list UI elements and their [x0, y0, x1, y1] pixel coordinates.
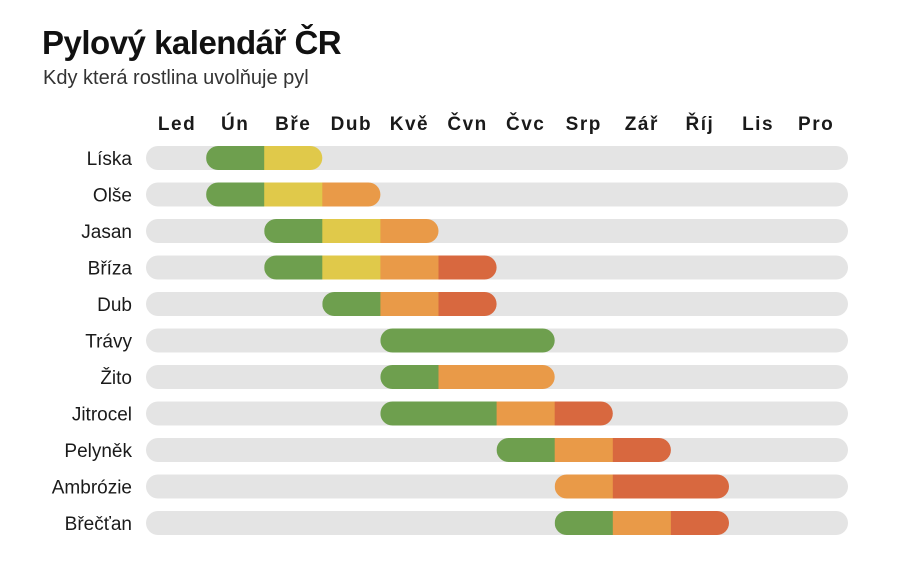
pollen-segment-low [264, 219, 323, 243]
pollen-segment-low [380, 328, 555, 353]
plant-label: Ambrózie [52, 478, 132, 499]
pollen-segment-high [554, 438, 614, 462]
pollen-segment-low [206, 182, 265, 207]
pollen-segment-high [612, 511, 672, 535]
pollen-segment-high [380, 219, 439, 243]
month-label: Srp [566, 114, 602, 135]
plant-row: Žito [100, 365, 848, 389]
pollen-bar [206, 182, 381, 207]
plant-label: Pelyněk [64, 441, 132, 462]
plant-row: Olše [93, 182, 848, 207]
plant-row: Jasan [81, 219, 848, 243]
plant-row: Pelyněk [64, 438, 848, 462]
pollen-segment-very-high [438, 292, 497, 316]
pollen-bar [322, 292, 497, 316]
pollen-segment-high [554, 474, 614, 499]
plant-row: Trávy [85, 328, 848, 353]
pollen-bar [206, 146, 323, 170]
pollen-segment-low [380, 401, 498, 426]
pollen-segment-moderate [264, 146, 323, 170]
pollen-segment-moderate [322, 219, 381, 243]
pollen-bar [554, 511, 730, 535]
plant-label: Líska [87, 149, 133, 170]
month-label: Lis [742, 114, 774, 135]
plant-row: Líska [87, 146, 848, 170]
pollen-segment-high [380, 292, 439, 316]
pollen-bar [380, 401, 613, 426]
plant-label: Dub [97, 295, 132, 316]
pollen-segment-very-high [612, 474, 730, 499]
plant-label: Trávy [85, 332, 132, 353]
pollen-segment-high [438, 365, 555, 389]
plant-label: Jitrocel [72, 405, 132, 426]
row-track [146, 146, 848, 170]
month-label: Dub [331, 114, 372, 135]
pollen-bar [264, 219, 439, 243]
pollen-bar [380, 328, 555, 353]
plant-row: Dub [97, 292, 848, 316]
row-track [146, 255, 848, 280]
month-label: Čvn [447, 113, 487, 135]
pollen-segment-moderate [322, 255, 381, 280]
pollen-segment-low [496, 438, 556, 462]
pollen-segment-high [496, 401, 556, 426]
pollen-segment-high [322, 182, 381, 207]
plant-rows: Líska Olše Jasan Bříza Dub Trávy Žito Jitrocel P… [52, 146, 848, 535]
pollen-segment-low [380, 365, 439, 389]
pollen-bar [554, 474, 730, 499]
pollen-segment-moderate [264, 182, 323, 207]
pollen-bar [380, 365, 555, 389]
plant-row: Jitrocel [72, 401, 848, 426]
plant-label: Žito [100, 367, 132, 389]
pollen-segment-low [206, 146, 265, 170]
month-label: Čvc [506, 113, 545, 135]
month-label: Led [158, 114, 196, 135]
row-track [146, 219, 848, 243]
pollen-segment-very-high [670, 511, 730, 535]
pollen-segment-low [264, 255, 323, 280]
pollen-segment-high [380, 255, 439, 280]
month-label: Bře [275, 114, 311, 135]
pollen-segment-low [554, 511, 614, 535]
pollen-segment-very-high [438, 255, 497, 280]
month-label: Ún [221, 113, 249, 135]
month-label: Kvě [390, 114, 429, 135]
plant-label: Břečťan [65, 514, 132, 535]
row-track [146, 474, 848, 499]
pollen-bar [264, 255, 497, 280]
month-label: Říj [686, 113, 715, 135]
chart-title: Pylový kalendář ČR [42, 24, 342, 61]
plant-row: Bříza [88, 255, 848, 280]
pollen-segment-very-high [554, 401, 613, 426]
pollen-segment-low [322, 292, 381, 316]
plant-row: Břečťan [65, 511, 848, 535]
month-labels: Led Ún Bře Dub Kvě Čvn Čvc Srp Zář Říj Lis Pro [158, 113, 834, 135]
row-track [146, 511, 848, 535]
row-track [146, 292, 848, 316]
chart-subtitle: Kdy která rostlina uvolňuje pyl [43, 67, 309, 89]
month-label: Pro [798, 114, 834, 135]
pollen-bar [496, 438, 671, 462]
month-label: Zář [625, 114, 659, 135]
plant-label: Jasan [81, 222, 132, 243]
pollen-segment-very-high [612, 438, 671, 462]
plant-row: Ambrózie [52, 474, 848, 499]
plant-label: Bříza [88, 259, 133, 280]
plant-label: Olše [93, 186, 132, 207]
